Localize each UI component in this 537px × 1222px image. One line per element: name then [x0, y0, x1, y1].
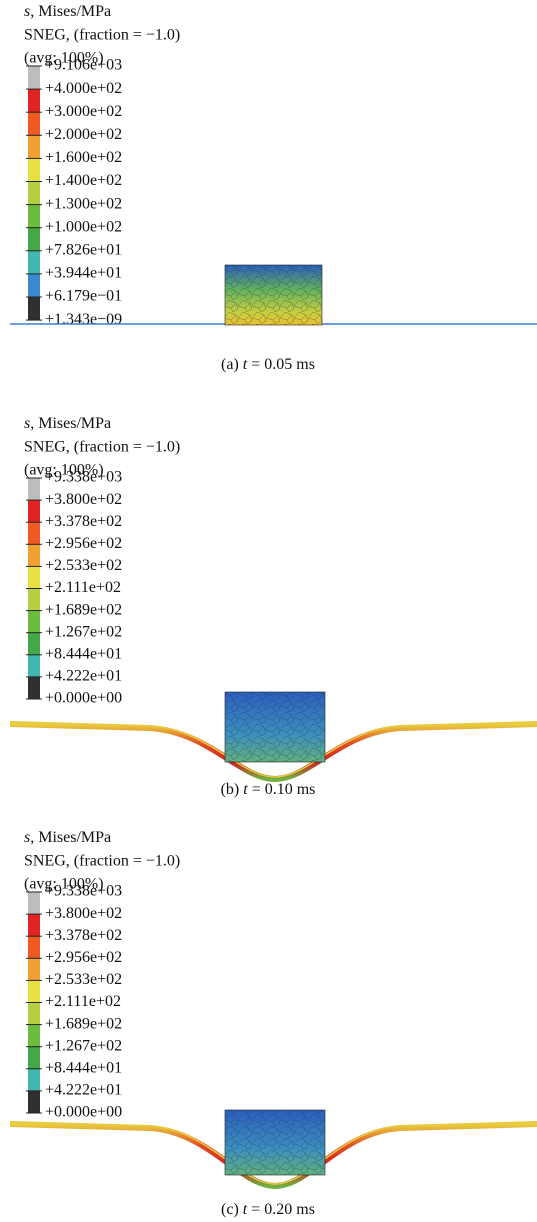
legend-swatch — [28, 66, 40, 89]
text-part: , Mises/MPa — [30, 829, 111, 846]
legend-swatch — [28, 566, 40, 588]
caption: (c) t = 0.20 ms — [221, 1201, 315, 1218]
legend-label: +2.956e+02 — [45, 949, 122, 966]
text-part: = 0.05 ms — [247, 356, 315, 373]
legend-swatch — [28, 892, 40, 914]
legend-title: s, Mises/MPa — [24, 829, 111, 846]
legend-swatch — [28, 655, 40, 677]
legend-label: +9.338e+03 — [45, 883, 122, 900]
legend-swatch — [28, 611, 40, 633]
legend-subtitle: SNEG, (fraction = −1.0) — [24, 853, 180, 870]
text-part: = 0.10 ms — [248, 781, 316, 798]
projectile-mesh — [225, 692, 325, 762]
projectile-mesh — [225, 265, 322, 325]
legend-subtitle: SNEG, (fraction = −1.0) — [24, 27, 180, 44]
legend-label: +2.000e+02 — [45, 126, 122, 143]
legend-swatch — [28, 89, 40, 112]
legend-swatch — [28, 1091, 40, 1113]
text-part: , Mises/MPa — [30, 415, 111, 432]
legend-label: +1.689e+02 — [45, 1015, 122, 1032]
legend-label: +1.300e+02 — [45, 195, 122, 212]
legend-swatch — [28, 544, 40, 566]
text-part: (a) — [221, 356, 243, 373]
legend-label: +1.600e+02 — [45, 149, 122, 166]
legend-label: +3.000e+02 — [45, 103, 122, 120]
legend-label: +1.400e+02 — [45, 172, 122, 189]
text-part: (c) — [221, 1201, 243, 1218]
legend-label: +8.444e+01 — [45, 645, 122, 662]
legend-label: +3.378e+02 — [45, 927, 122, 944]
legend-swatch — [28, 228, 40, 251]
legend-swatch — [28, 251, 40, 274]
legend-swatch — [28, 182, 40, 205]
legend-swatch — [28, 677, 40, 699]
legend-label: +3.944e+01 — [45, 265, 122, 282]
legend-label: +0.000e+00 — [45, 690, 122, 707]
legend-label: +2.533e+02 — [45, 971, 122, 988]
legend-label: +3.800e+02 — [45, 905, 122, 922]
legend-label: +2.111e+02 — [45, 993, 121, 1010]
projectile-mesh — [225, 1110, 325, 1175]
legend-label: +1.267e+02 — [45, 1037, 122, 1054]
legend-swatch — [28, 633, 40, 655]
legend-swatch — [28, 205, 40, 228]
legend-label: +4.222e+01 — [45, 1082, 122, 1099]
legend-label: +3.378e+02 — [45, 513, 122, 530]
text-part: , Mises/MPa — [30, 3, 111, 20]
legend-swatch — [28, 112, 40, 135]
legend-label: +4.222e+01 — [45, 668, 122, 685]
legend-swatch — [28, 589, 40, 611]
legend-label: +7.826e+01 — [45, 241, 122, 258]
legend-title: s, Mises/MPa — [24, 415, 111, 432]
legend-swatch — [28, 135, 40, 158]
legend-swatch — [28, 958, 40, 980]
caption: (a) t = 0.05 ms — [221, 356, 315, 373]
text-part: (b) — [221, 781, 244, 798]
legend-label: +2.956e+02 — [45, 535, 122, 552]
legend-swatch — [28, 914, 40, 936]
legend-label: +2.533e+02 — [45, 557, 122, 574]
text-part: = 0.20 ms — [247, 1201, 315, 1218]
legend-swatch — [28, 936, 40, 958]
legend-swatch — [28, 522, 40, 544]
legend-label: +2.111e+02 — [45, 579, 121, 596]
legend-swatch — [28, 980, 40, 1002]
legend-label: +1.000e+02 — [45, 218, 122, 235]
legend-title: s, Mises/MPa — [24, 3, 111, 20]
legend-swatch — [28, 1003, 40, 1025]
legend-label: +3.800e+02 — [45, 491, 122, 508]
legend-swatch — [28, 1069, 40, 1091]
legend-swatch — [28, 158, 40, 181]
legend-label: +0.000e+00 — [45, 1104, 122, 1121]
legend-swatch — [28, 478, 40, 500]
legend-label: +1.689e+02 — [45, 601, 122, 618]
legend-swatch — [28, 500, 40, 522]
legend-label: +1.267e+02 — [45, 623, 122, 640]
legend-label: +4.000e+02 — [45, 80, 122, 97]
legend-label: +9.338e+03 — [45, 469, 122, 486]
legend-swatch — [28, 274, 40, 297]
legend-label: +6.179e−01 — [45, 288, 122, 305]
legend-swatch — [28, 297, 40, 320]
legend-label: +8.444e+01 — [45, 1059, 122, 1076]
figure: s, Mises/MPaSNEG, (fraction = −1.0)(avg:… — [0, 0, 537, 1222]
legend-label: +9.106e+03 — [45, 57, 122, 74]
legend-subtitle: SNEG, (fraction = −1.0) — [24, 439, 180, 456]
caption: (b) t = 0.10 ms — [221, 781, 316, 798]
legend-swatch — [28, 1025, 40, 1047]
legend-swatch — [28, 1047, 40, 1069]
